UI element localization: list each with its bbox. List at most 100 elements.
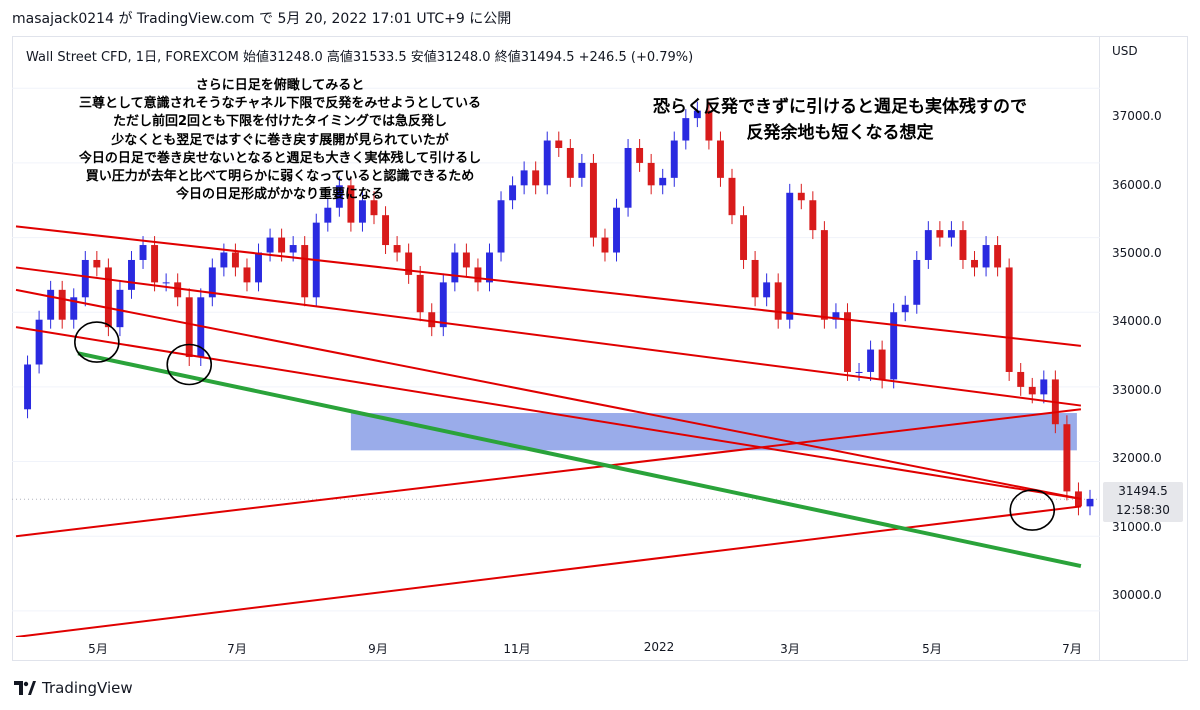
candle-body <box>624 147 632 208</box>
close-label: 終値 <box>494 50 521 65</box>
candle-body <box>324 207 332 223</box>
candle-body <box>185 297 193 358</box>
candle-body <box>197 297 205 358</box>
candle-body <box>393 245 401 253</box>
y-tick: 34000.0 <box>1112 314 1162 328</box>
annotation-line: ただし前回2回とも下限を付けたタイミングでは急反発し <box>112 114 448 130</box>
open-label: 始値 <box>242 50 269 65</box>
candle-body <box>81 259 89 298</box>
candle-body <box>335 185 343 208</box>
annotation-line: 少なくとも翌足ではすぐに巻き戻す展開が見られていたが <box>111 132 449 148</box>
candle-body <box>474 267 482 283</box>
symbol-legend: Wall Street CFD, 1日, FOREXCOM 始値31248.0 … <box>26 46 693 65</box>
highlight-circle <box>1009 489 1056 531</box>
candle-body <box>751 259 759 298</box>
candle-body <box>370 200 378 216</box>
annotation-line: 今日の日足形成がかなり重要になる <box>175 187 384 203</box>
candle-body <box>1017 371 1025 387</box>
candle-body <box>728 177 736 216</box>
candle-body <box>104 267 112 328</box>
candle-body <box>693 110 701 119</box>
y-tick: 36000.0 <box>1112 178 1162 192</box>
symbol-name[interactable]: Wall Street CFD, 1日, FOREXCOM <box>26 50 239 65</box>
candle-body <box>982 245 990 268</box>
highlight-circle <box>166 343 213 386</box>
candle-body <box>116 289 124 328</box>
x-axis[interactable]: 5月 7月 9月 11月 2022 3月 5月 7月 <box>12 637 1100 661</box>
annotation-line: 買い圧力が去年と比べて明らかに弱くなっていると認識できるため <box>85 169 475 185</box>
y-tick: 31000.0 <box>1112 520 1162 534</box>
candle-body <box>832 312 840 320</box>
candle-body <box>682 118 690 141</box>
price-scale-pane[interactable] <box>1100 36 1188 661</box>
candle-body <box>971 259 978 268</box>
candle-body <box>705 110 713 141</box>
candle-body <box>439 282 447 328</box>
candle-body <box>93 259 101 268</box>
candle-body <box>405 252 413 275</box>
tradingview-logo[interactable]: TradingView <box>14 679 133 697</box>
candle-body <box>243 267 251 283</box>
y-axis[interactable]: USD 37000.0 36000.0 35000.0 34000.0 3300… <box>1100 36 1188 661</box>
candle-body <box>151 245 159 283</box>
candle-body <box>797 192 805 201</box>
candle-body <box>347 185 355 223</box>
candle-body <box>601 237 609 253</box>
annotation-left: さらに日足を俯瞰してみると 三尊として意識されそうなチャネル下限で反発をみせよう… <box>30 77 530 204</box>
last-price-tag: 31494.5 12:58:30 <box>1103 482 1183 522</box>
candle-body <box>670 140 678 178</box>
annotation-line: 恐らく反発できずに引けると週足も実体残すので <box>653 97 1027 117</box>
candle-body <box>959 230 967 260</box>
candle-body <box>139 245 147 260</box>
candle-body <box>58 289 66 320</box>
candle-body <box>278 237 286 253</box>
candle-body <box>890 312 898 380</box>
x-tick: 5月 <box>922 642 942 656</box>
change-value: +246.5 (+0.79%) <box>578 50 694 65</box>
candle-body <box>162 282 170 284</box>
candle-body <box>128 259 135 290</box>
candle-body <box>1040 379 1048 395</box>
candle-body <box>289 245 297 253</box>
candle-body <box>786 192 794 320</box>
candle-body <box>1063 424 1071 492</box>
candle-body <box>844 312 851 372</box>
candle-body <box>901 304 909 313</box>
channel-line <box>15 225 1082 347</box>
x-tick: 7月 <box>227 642 247 656</box>
candle-body <box>913 259 921 305</box>
candle-body <box>416 274 424 313</box>
candle-body <box>994 245 1002 268</box>
close-value: 31494.5 <box>520 50 575 65</box>
candle-body <box>255 252 262 283</box>
channel-line <box>15 288 1082 500</box>
candle-body <box>763 282 771 298</box>
candle-body <box>208 267 216 298</box>
candle-body <box>855 371 863 373</box>
annotation-line: 反発余地も短くなる想定 <box>746 123 934 143</box>
candle-body <box>613 207 620 253</box>
x-tick: 7月 <box>1062 642 1082 656</box>
candle-body <box>382 215 390 246</box>
candle-body <box>497 200 505 253</box>
annotation-right: 恐らく反発できずに引けると週足も実体残すので 反発余地も短くなる想定 <box>650 94 1030 146</box>
candle-body <box>509 185 517 201</box>
candle-body <box>266 237 274 253</box>
candle-body <box>820 230 828 320</box>
candle-body <box>35 319 43 365</box>
x-tick: 2022 <box>643 640 675 654</box>
candle-body <box>1005 267 1013 372</box>
annotation-line: さらに日足を俯瞰してみると <box>195 78 365 93</box>
candle-body <box>358 200 366 223</box>
candle-body <box>878 349 886 380</box>
chart-pane[interactable] <box>12 36 1100 661</box>
x-tick: 11月 <box>503 642 531 656</box>
candle-body <box>647 162 655 186</box>
candle-body <box>543 140 551 186</box>
highlight-circle <box>74 321 120 363</box>
y-tick: 33000.0 <box>1112 383 1162 397</box>
candle-body <box>451 252 459 283</box>
candle-body <box>589 162 597 238</box>
candle-body <box>659 177 667 186</box>
